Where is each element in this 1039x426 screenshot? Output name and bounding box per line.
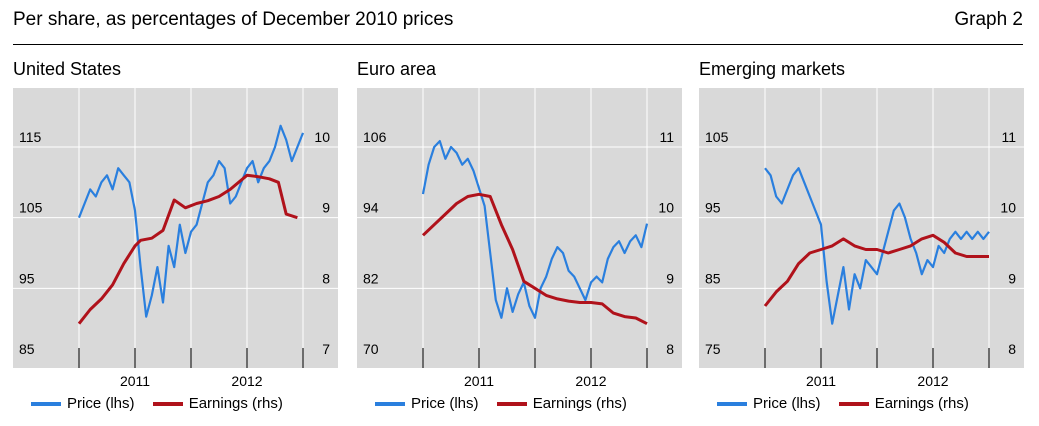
rhs-tick-label: 11 (1001, 129, 1016, 145)
rhs-tick-label: 9 (666, 270, 674, 286)
rhs-tick-label: 10 (1000, 200, 1016, 216)
legend-earnings-label: Earnings (rhs) (532, 395, 627, 412)
lhs-tick-label: 82 (363, 270, 379, 286)
earnings-series-line (421, 192, 648, 326)
graph-number: Graph 2 (954, 9, 1023, 30)
x-tick-label: 2012 (917, 373, 948, 386)
rhs-tick-label: 8 (1008, 341, 1016, 357)
lhs-tick-label: 70 (363, 341, 379, 357)
plot-area (699, 88, 1024, 368)
legend-item-earnings: Earnings (rhs) (152, 395, 283, 412)
panel-united-states: United States 85 95 105 115 7 8 9 10 2011 2012 Pr… (13, 52, 338, 426)
x-tick-label: 2011 (806, 373, 836, 386)
lhs-tick-label: 105 (19, 200, 43, 216)
legend: Price (lhs) Earnings (rhs) (375, 395, 641, 412)
lhs-tick-label: 95 (19, 270, 35, 286)
legend-earnings-label: Earnings (rhs) (188, 395, 283, 412)
plot-area (357, 88, 682, 368)
rhs-tick-label: 10 (314, 129, 330, 145)
lhs-tick-label: 85 (705, 270, 721, 286)
chart-united-states: 85 95 105 115 7 8 9 10 2011 2012 (13, 88, 338, 386)
price-swatch (375, 402, 405, 407)
price-series-line (77, 124, 305, 318)
lhs-tick-label: 75 (705, 341, 721, 357)
legend-item-earnings: Earnings (rhs) (838, 395, 969, 412)
legend: Price (lhs) Earnings (rhs) (31, 395, 297, 412)
panel-title: Emerging markets (699, 59, 846, 79)
legend-item-price: Price (lhs) (717, 395, 821, 412)
earnings-swatch (838, 402, 869, 407)
rhs-tick-label: 8 (322, 270, 330, 286)
rhs-tick-label: 8 (666, 341, 674, 357)
lhs-tick-label: 85 (19, 341, 35, 357)
panel-title: United States (13, 59, 122, 79)
x-tick-label: 2012 (231, 373, 262, 386)
x-tick-label: 2011 (120, 373, 150, 386)
legend-price-label: Price (lhs) (411, 395, 479, 412)
graph-title: Per share, as percentages of December 20… (13, 9, 454, 30)
rhs-tick-label: 7 (322, 341, 330, 357)
legend-price-label: Price (lhs) (67, 395, 135, 412)
rhs-tick-label: 9 (322, 200, 330, 216)
earnings-swatch (152, 402, 183, 407)
panel-title: Euro area (357, 59, 437, 79)
price-series-line (421, 139, 649, 319)
graph-header: Per share, as percentages of December 20… (13, 0, 1023, 45)
earnings-series-line (763, 233, 989, 307)
earnings-series-line (77, 173, 298, 325)
plot-area (13, 88, 338, 368)
x-tick-label: 2011 (464, 373, 494, 386)
legend-earnings-label: Earnings (rhs) (874, 395, 969, 412)
panel-emerging-markets: Emerging markets 75 85 95 105 8 9 10 11 2011 2012… (699, 52, 1024, 426)
rhs-tick-label: 10 (658, 200, 674, 216)
lhs-tick-label: 94 (363, 200, 379, 216)
rhs-tick-label: 9 (1008, 270, 1016, 286)
lhs-tick-label: 106 (363, 129, 387, 145)
price-swatch (31, 402, 61, 407)
price-swatch (717, 402, 747, 407)
rhs-tick-label: 11 (659, 129, 674, 145)
earnings-swatch (496, 402, 527, 407)
x-tick-label: 2012 (575, 373, 606, 386)
lhs-tick-label: 95 (705, 200, 721, 216)
chart-emerging-markets: 75 85 95 105 8 9 10 11 2011 2012 (699, 88, 1024, 386)
lhs-tick-label: 105 (705, 129, 729, 145)
legend-item-earnings: Earnings (rhs) (496, 395, 627, 412)
legend-price-label: Price (lhs) (753, 395, 821, 412)
lhs-tick-label: 115 (19, 129, 42, 145)
price-series-line (764, 167, 990, 325)
chart-euro-area: 70 82 94 106 8 9 10 11 2011 2012 (357, 88, 682, 386)
panel-euro-area: Euro area 70 82 94 106 8 9 10 11 2011 2012 Price … (357, 52, 682, 426)
legend-item-price: Price (lhs) (375, 395, 479, 412)
legend-item-price: Price (lhs) (31, 395, 135, 412)
legend: Price (lhs) Earnings (rhs) (717, 395, 983, 412)
